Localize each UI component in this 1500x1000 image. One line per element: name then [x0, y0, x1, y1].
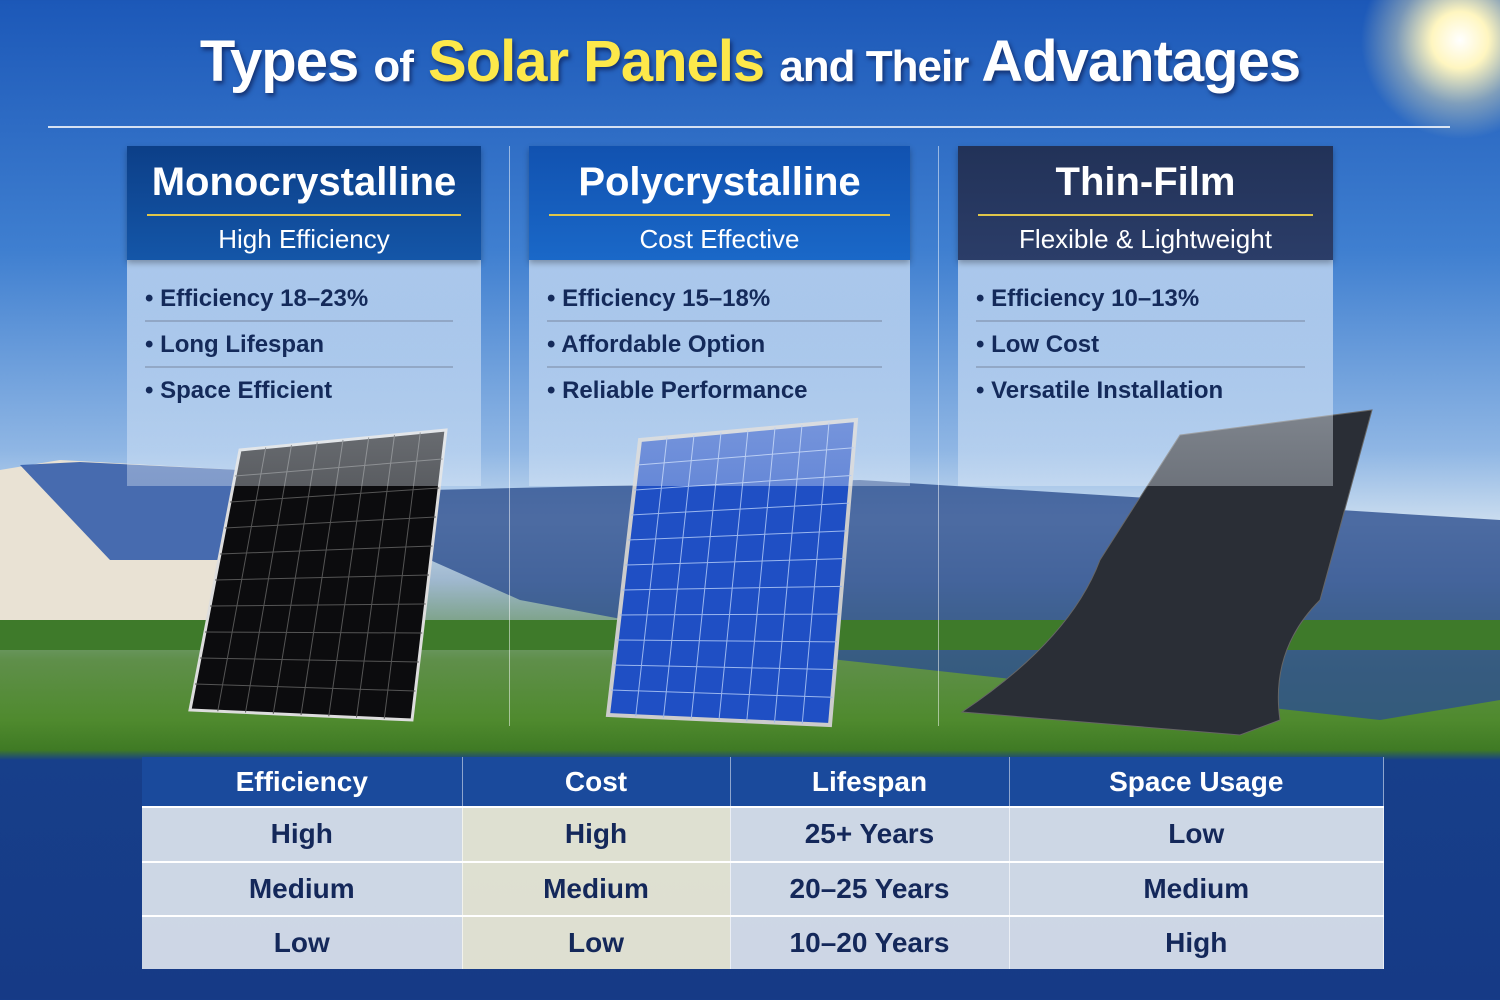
- bullet-item: Efficiency 15–18%: [547, 276, 882, 322]
- bullet-item: Affordable Option: [547, 322, 882, 368]
- table-row: High High 25+ Years Low: [142, 806, 1384, 862]
- thin-film-panel: [960, 409, 1373, 736]
- card-polycrystalline: Polycrystalline Cost Effective Efficienc…: [529, 146, 910, 486]
- bullet-item: Reliable Performance: [547, 368, 882, 414]
- table-cell: Medium: [462, 860, 731, 917]
- bullet-item: Low Cost: [976, 322, 1305, 368]
- table-cell: High: [142, 806, 463, 862]
- bullet-item: Long Lifespan: [145, 322, 453, 368]
- table-row: Medium Medium 20–25 Years Medium: [142, 860, 1384, 917]
- bullet-item: Versatile Installation: [976, 368, 1305, 414]
- card-subtitle: Flexible & Lightweight: [1019, 224, 1272, 254]
- house-roof-panels: [20, 462, 240, 560]
- monocrystalline-cell-grid: [194, 432, 443, 719]
- column-divider: [938, 146, 939, 726]
- column-header: Cost: [462, 757, 731, 807]
- card-header: Polycrystalline Cost Effective: [529, 146, 910, 260]
- card-title: Monocrystalline: [151, 160, 457, 204]
- card-header: Monocrystalline High Efficiency: [127, 146, 481, 260]
- card-header: Thin-Film Flexible & Lightweight: [958, 146, 1333, 260]
- title-word: Types: [199, 29, 359, 94]
- column-header: Lifespan: [730, 757, 1010, 807]
- table-cell: High: [462, 806, 731, 862]
- column-divider: [509, 146, 510, 726]
- header-divider: [978, 214, 1313, 216]
- table-cell: 20–25 Years: [730, 860, 1010, 917]
- card-subtitle: Cost Effective: [639, 224, 800, 254]
- column-header: Efficiency: [142, 757, 463, 807]
- table-header-row: Efficiency Cost Lifespan Space Usage: [142, 757, 1384, 807]
- table-cell: Low: [1009, 806, 1384, 862]
- card-title: Thin-Film: [1055, 160, 1236, 204]
- column-header: Space Usage: [1009, 757, 1384, 807]
- title-highlight: Solar Panels: [428, 29, 765, 94]
- card-subtitle: High Efficiency: [218, 224, 390, 254]
- table-cell: 25+ Years: [730, 806, 1010, 862]
- title-word: Advantages: [981, 29, 1301, 94]
- title-divider: [48, 126, 1450, 128]
- header-divider: [549, 214, 890, 216]
- bullet-item: Efficiency 10–13%: [976, 276, 1305, 322]
- table-cell: High: [1009, 915, 1384, 969]
- bullet-item: Space Efficient: [145, 368, 453, 414]
- table-cell: Low: [462, 915, 731, 969]
- header-divider: [147, 214, 461, 216]
- bullet-item: Efficiency 18–23%: [145, 276, 453, 322]
- table-cell: Medium: [1009, 860, 1384, 917]
- card-title: Polycrystalline: [578, 160, 861, 204]
- page-title: Types of Solar Panels and Their Advantag…: [0, 28, 1500, 95]
- card-thin-film: Thin-Film Flexible & Lightweight Efficie…: [958, 146, 1333, 486]
- title-word: of: [373, 42, 414, 91]
- table-cell: 10–20 Years: [730, 915, 1010, 969]
- table-cell: Medium: [142, 860, 463, 917]
- table-cell: Low: [142, 915, 463, 969]
- comparison-table: Efficiency Cost Lifespan Space Usage Hig…: [142, 757, 1384, 969]
- table-row: Low Low 10–20 Years High: [142, 915, 1384, 969]
- card-monocrystalline: Monocrystalline High Efficiency Efficien…: [127, 146, 481, 486]
- title-word: and Their: [779, 42, 969, 91]
